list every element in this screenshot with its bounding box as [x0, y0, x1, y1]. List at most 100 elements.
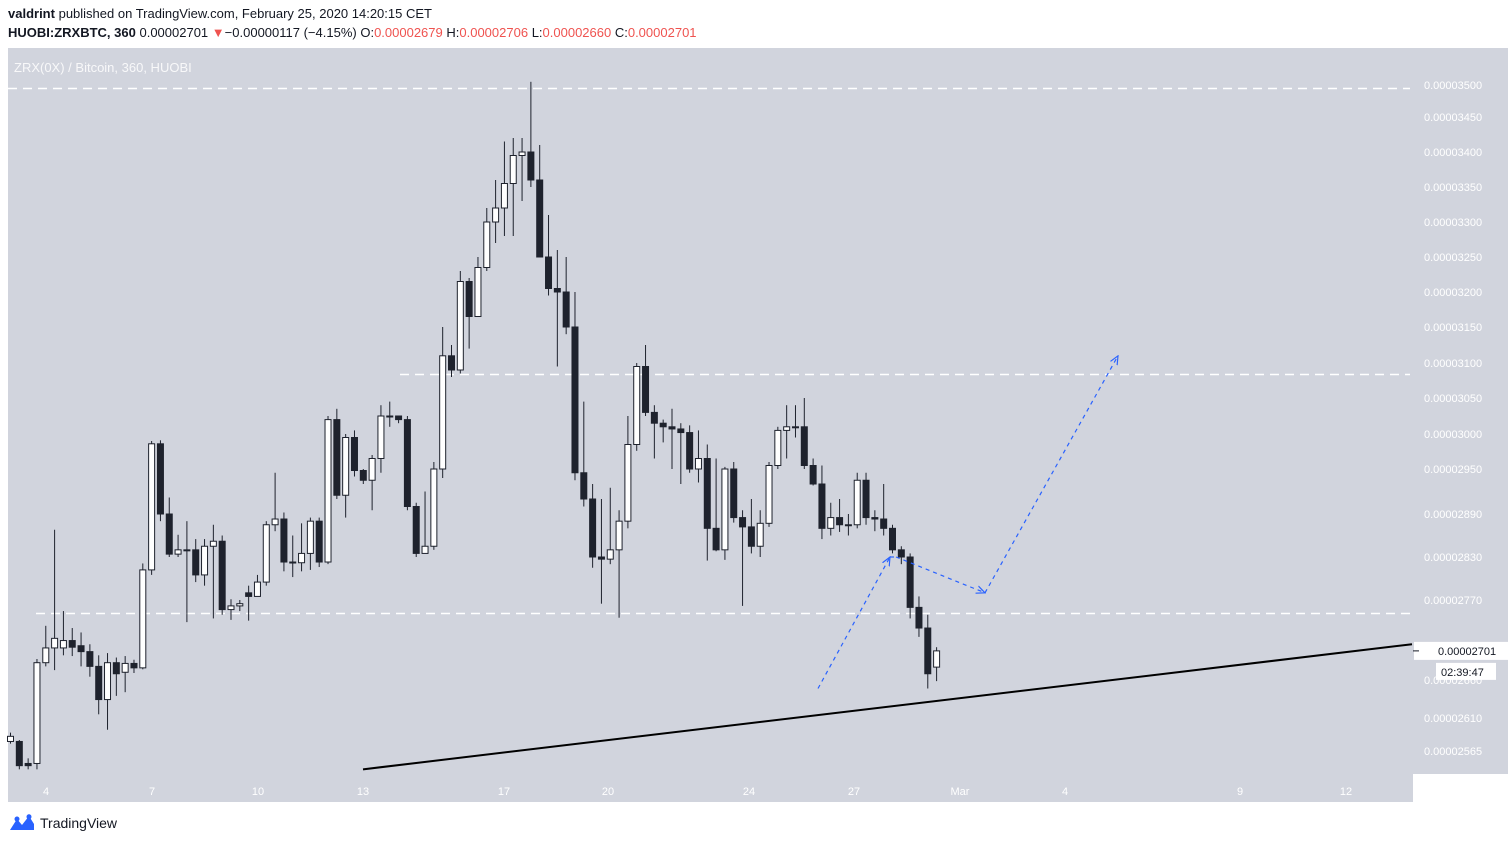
candle: [553, 250, 561, 367]
candle: [889, 524, 896, 554]
candle: [862, 472, 870, 525]
y-tick-label: 0.00002890: [1424, 509, 1482, 521]
candle: [86, 644, 94, 677]
symbol-info: HUOBI:ZRXBTC, 360 0.00002701 ▼−0.0000011…: [8, 25, 697, 40]
candle: [227, 599, 235, 620]
candle: [368, 455, 376, 511]
candle-body-down: [730, 468, 738, 519]
candle: [174, 534, 182, 557]
candle-body-up: [492, 207, 500, 223]
open-value: 0.00002679: [374, 25, 443, 40]
candle: [518, 138, 526, 201]
candle-body-down: [553, 288, 561, 293]
candle: [500, 141, 508, 236]
candle: [324, 416, 332, 565]
author-name[interactable]: valdrint: [8, 6, 55, 21]
candle: [589, 484, 597, 568]
y-tick-label: 0.00002950: [1424, 464, 1482, 476]
projection-segment: [817, 557, 890, 689]
y-tick-label: 0.00003050: [1424, 393, 1482, 405]
candle-body-down: [112, 662, 120, 675]
candle-body-up: [368, 458, 376, 481]
candle-body-down: [536, 179, 544, 258]
plot-area[interactable]: [8, 48, 1413, 774]
candle: [712, 458, 720, 552]
candle: [624, 416, 632, 529]
y-tick-label: 0.00003000: [1424, 429, 1482, 441]
projection-segment: [984, 356, 1118, 594]
candle: [562, 257, 570, 335]
down-arrow-icon: ▼: [211, 25, 225, 40]
candle: [24, 758, 32, 770]
candle: [783, 405, 791, 459]
candle: [236, 600, 244, 612]
candle-body-up: [827, 517, 835, 529]
candle: [42, 625, 50, 667]
candle: [68, 628, 76, 657]
candle: [642, 345, 650, 416]
candle: [597, 499, 605, 604]
candle: [289, 535, 297, 578]
candle-body-down: [403, 419, 411, 508]
candle: [342, 434, 350, 518]
countdown-tag: [1436, 662, 1496, 680]
candle: [836, 499, 844, 532]
candle: [201, 539, 209, 586]
close-label: C:: [614, 25, 628, 40]
time-axis[interactable]: [8, 774, 1413, 802]
candle-body-down: [703, 458, 711, 529]
candle-body-up: [209, 540, 217, 547]
x-tick-label: 12: [1340, 786, 1352, 798]
candle-body-up: [42, 647, 50, 664]
candle-body-down: [668, 426, 676, 430]
candle-body-up: [59, 640, 67, 649]
candle: [492, 180, 500, 243]
candle-body-up: [7, 735, 14, 742]
candle: [386, 401, 394, 427]
candle-body-up: [456, 281, 464, 371]
candle-body-up: [756, 522, 764, 547]
candle-body-down: [580, 472, 588, 500]
candle: [377, 405, 385, 473]
candle: [165, 497, 173, 557]
y-tick-label: 0.00003500: [1424, 80, 1482, 92]
candle: [668, 408, 676, 469]
candle-body-down: [395, 415, 403, 421]
candle: [827, 502, 835, 536]
candle: [77, 632, 85, 667]
x-tick-label: 4: [1062, 786, 1068, 798]
candle-body-down: [712, 527, 720, 551]
tradingview-logo[interactable]: TradingView: [8, 814, 117, 832]
tradingview-label: TradingView: [40, 815, 118, 831]
candle: [924, 614, 932, 689]
candle-body-up: [262, 524, 270, 583]
candle: [315, 517, 323, 568]
candle-body-down: [527, 151, 535, 181]
candle-body-down: [245, 592, 253, 597]
candle-body-down: [359, 470, 367, 481]
candle-body-down: [597, 556, 605, 560]
candle-body-up: [33, 662, 41, 764]
candle: [439, 327, 447, 478]
candle: [880, 484, 888, 536]
candle-body-up: [439, 355, 447, 470]
candle: [871, 510, 879, 532]
candle-body-up: [721, 468, 729, 551]
candle: [183, 521, 191, 623]
candle: [774, 426, 782, 469]
publish-info: valdrint published on TradingView.com, F…: [8, 6, 432, 21]
candle: [615, 510, 623, 618]
x-tick-label: 13: [357, 786, 369, 798]
high-label: H:: [446, 25, 460, 40]
x-tick-label: 20: [602, 786, 614, 798]
candle: [897, 546, 905, 565]
candle-body-up: [509, 155, 517, 184]
candle-body-up: [633, 366, 641, 445]
candle-body-up: [324, 419, 332, 563]
candle-body-down: [642, 366, 650, 413]
candle-body-up: [148, 443, 156, 571]
candle: [130, 659, 138, 674]
candle-body-up: [377, 415, 385, 459]
candle: [245, 585, 253, 621]
